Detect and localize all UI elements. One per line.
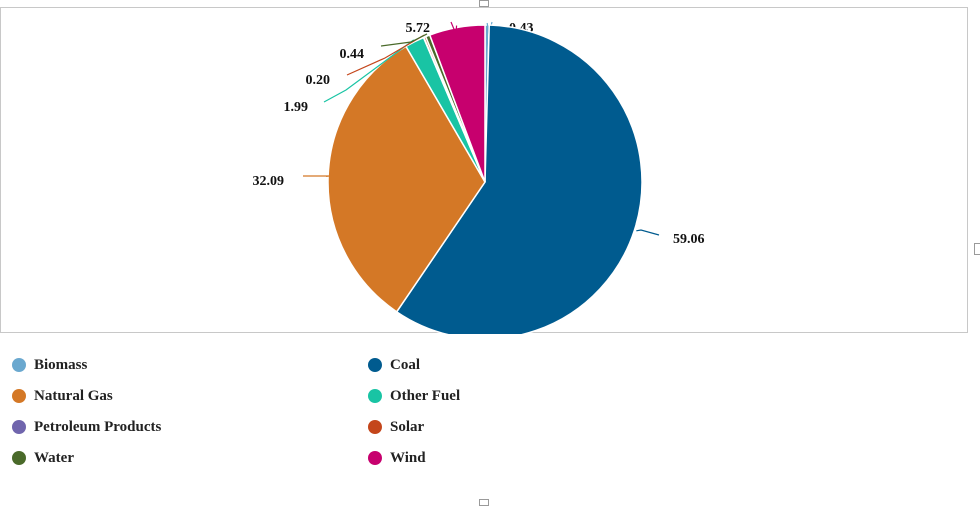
pie-slice-coal[interactable]: [395, 24, 643, 334]
leader-line-other-fuel: [323, 39, 415, 103]
legend-label: Petroleum Products: [34, 418, 162, 435]
legend-swatch-water: [12, 451, 26, 465]
resize-handle-right[interactable]: [974, 243, 980, 255]
data-label-coal: 59.06: [673, 232, 705, 247]
resize-handle-top[interactable]: [479, 0, 489, 7]
legend-item-coal[interactable]: Coal: [368, 355, 724, 375]
leader-line-coal: [636, 229, 660, 236]
legend-label: Other Fuel: [390, 387, 461, 404]
legend-swatch-biomass: [12, 358, 26, 372]
legend-item-biomass[interactable]: Biomass: [12, 355, 368, 375]
legend-label: Solar: [390, 418, 425, 435]
legend-label: Natural Gas: [34, 387, 113, 404]
legend-swatch-wind: [368, 451, 382, 465]
legend-label: Biomass: [34, 356, 88, 373]
leader-line-water: [380, 33, 428, 47]
legend-item-solar[interactable]: Solar: [368, 417, 724, 437]
data-label-other-fuel: 1.99: [284, 100, 309, 115]
legend-swatch-natural-gas: [12, 389, 26, 403]
legend-item-wind[interactable]: Wind: [368, 448, 724, 468]
legend-swatch-solar: [368, 420, 382, 434]
resize-handle-bottom[interactable]: [479, 499, 489, 506]
data-label-solar: 0.20: [306, 73, 331, 88]
legend-swatch-coal: [368, 358, 382, 372]
legend-item-petroleum-products[interactable]: Petroleum Products: [12, 417, 368, 437]
leader-line-solar: [346, 34, 425, 76]
legend-swatch-petroleum-products: [12, 420, 26, 434]
legend-swatch-other-fuel: [368, 389, 382, 403]
legend-item-other-fuel[interactable]: Other Fuel: [368, 386, 724, 406]
legend: Biomass Coal Natural Gas Other Fuel Petr…: [12, 355, 772, 468]
legend-item-natural-gas[interactable]: Natural Gas: [12, 386, 368, 406]
legend-label: Water: [34, 449, 74, 466]
data-label-natural-gas: 32.09: [253, 174, 285, 189]
data-label-water: 0.44: [340, 47, 365, 62]
data-label-wind: 5.72: [406, 21, 431, 36]
leader-line-wind: [450, 21, 458, 35]
legend-label: Coal: [390, 356, 420, 373]
legend-label: Wind: [390, 449, 426, 466]
legend-item-water[interactable]: Water: [12, 448, 368, 468]
